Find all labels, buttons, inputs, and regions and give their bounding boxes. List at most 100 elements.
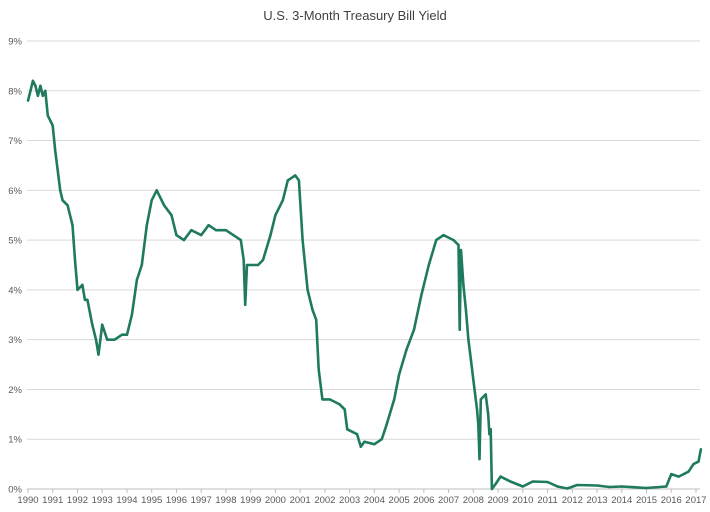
data-point [556,485,559,488]
x-tick-label: 1992 [67,495,88,506]
data-point [458,328,461,331]
data-point [531,480,534,483]
data-point [214,228,218,232]
data-point [294,174,297,177]
data-point [315,318,318,321]
data-point [175,233,178,237]
data-point [488,433,491,436]
gridlines [27,40,700,490]
data-point [51,124,54,127]
data-point [162,204,166,207]
data-point [29,89,32,92]
x-tick-label: 2009 [488,495,509,506]
data-point [484,393,487,396]
data-point [94,338,98,341]
data-point [155,189,158,192]
data-point [521,485,525,488]
data-point [405,348,408,351]
series-lines [26,79,703,491]
x-tick-label: 2016 [661,495,682,506]
data-point [281,199,285,202]
data-point [190,228,193,232]
data-point [86,298,89,302]
y-tick-label: 8% [8,86,22,97]
data-point [61,199,64,202]
data-point [435,238,438,242]
data-point [699,447,703,451]
data-point [26,99,30,102]
data-point [244,303,247,307]
y-tick-label: 7% [8,136,22,147]
data-point [469,358,473,361]
data-point [566,487,569,490]
data-point [697,460,700,463]
data-point [479,398,482,401]
chart-title: U.S. 3-Month Treasury Bill Yield [263,8,447,23]
data-point [274,214,277,217]
data-point [595,484,599,487]
data-point [232,233,235,237]
x-tick-label: 2010 [512,495,533,506]
data-point [71,223,74,227]
x-tick-label: 1990 [17,495,38,506]
data-point [41,94,45,97]
data-point [363,440,366,443]
y-tick-label: 3% [8,335,22,346]
y-tick-label: 0% [8,485,22,496]
x-tick-label: 2002 [314,495,335,506]
data-point [452,238,455,242]
x-tick-label: 2006 [413,495,434,506]
x-tick-label: 2008 [463,495,484,506]
data-point [36,94,40,97]
data-point [261,258,265,262]
data-point [412,328,416,331]
y-tick-label: 6% [8,186,22,197]
data-point [475,408,479,411]
data-point [306,288,309,292]
data-point [420,293,423,297]
data-point [499,475,502,478]
data-point [462,283,465,287]
data-point [345,428,349,431]
data-point [343,408,346,411]
data-point [301,238,304,242]
x-tick-label: 1999 [240,495,261,506]
data-point [472,378,475,381]
y-tick-label: 2% [8,385,22,396]
data-point [608,485,611,489]
data-point [385,423,388,426]
x-tick-label: 2007 [438,495,459,506]
data-point [477,423,480,426]
data-point [442,233,445,237]
x-tick-label: 2014 [611,495,632,506]
data-point [620,485,623,488]
data-point [66,204,69,207]
data-point [199,233,203,237]
data-point [286,179,289,182]
x-tick-label: 1997 [191,495,212,506]
data-point [467,338,470,341]
data-point [380,438,383,441]
data-point [509,480,512,483]
data-point [170,214,173,217]
data-point [355,433,359,436]
data-point [670,472,673,476]
data-point [44,89,47,92]
data-point [665,485,668,488]
x-tick-label: 2003 [339,495,360,506]
data-point [576,483,579,487]
data-point [73,258,77,262]
data-point [321,398,324,401]
series-line [26,79,703,491]
y-tick-label: 9% [8,37,22,48]
data-point [338,403,341,406]
data-point [494,482,497,486]
data-point [692,462,695,466]
data-point [490,487,494,491]
data-point [249,263,252,267]
y-tick-label: 5% [8,236,22,247]
data-point [46,114,49,117]
data-point [269,233,272,237]
data-point [464,308,468,311]
data-point [297,179,301,182]
